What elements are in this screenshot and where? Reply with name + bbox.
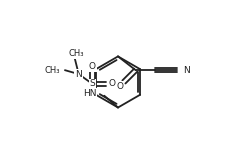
Text: O: O [116,82,123,91]
Text: N: N [183,66,190,75]
Text: O: O [89,62,96,71]
Text: S: S [90,79,95,88]
Text: N: N [75,70,82,79]
Text: CH₃: CH₃ [69,49,84,58]
Text: HN: HN [83,89,96,98]
Text: O: O [109,79,116,88]
Text: CH₃: CH₃ [45,66,60,75]
